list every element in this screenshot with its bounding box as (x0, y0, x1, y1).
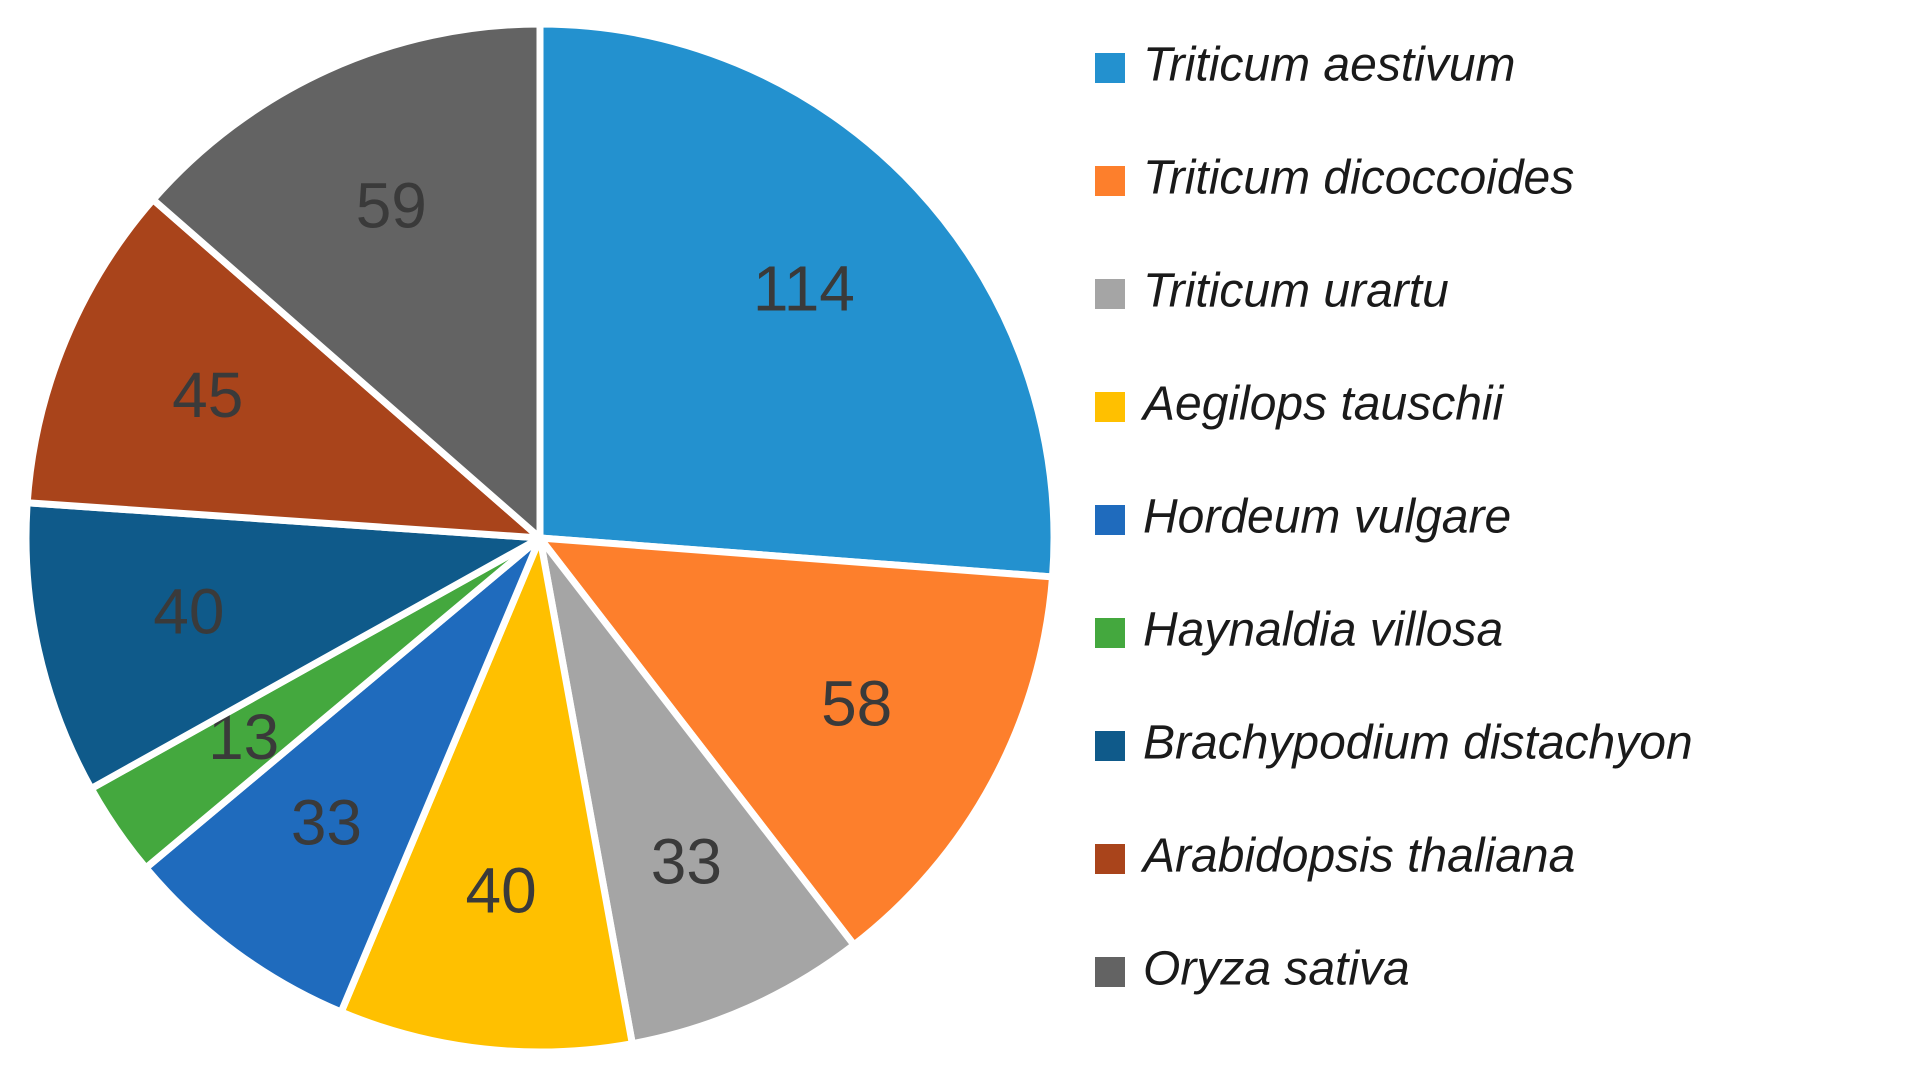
pie-slice (536, 534, 1057, 949)
pie-slice (536, 20, 1058, 581)
legend-swatch (1095, 53, 1125, 83)
pie-slice (22, 499, 544, 793)
data-label: 33 (651, 826, 722, 898)
legend-label: Oryza sativa (1143, 943, 1410, 996)
legend-swatch (1095, 957, 1125, 987)
legend-swatch (1095, 166, 1125, 196)
pie-slice (149, 20, 544, 542)
data-label: 45 (172, 359, 243, 431)
legend-swatch (1095, 731, 1125, 761)
legend-swatch (1095, 392, 1125, 422)
legend-swatch (1095, 844, 1125, 874)
data-label: 114 (753, 252, 855, 324)
legend-label: Aegilops tauschii (1140, 378, 1505, 431)
legend-label: Triticum urartu (1143, 265, 1449, 318)
legend-swatch (1095, 279, 1125, 309)
legend-swatch (1095, 618, 1125, 648)
data-label: 40 (466, 855, 537, 927)
data-label: 58 (821, 668, 892, 740)
data-label: 59 (356, 169, 427, 241)
legend-label: Haynaldia villosa (1143, 604, 1503, 657)
legend-label: Arabidopsis thaliana (1140, 830, 1575, 883)
legend-label: Triticum aestivum (1143, 39, 1516, 92)
legend-label: Hordeum vulgare (1143, 491, 1511, 544)
legend-label: Triticum dicoccoides (1143, 152, 1574, 205)
pie-slice (536, 534, 858, 1048)
pie-slice (337, 534, 636, 1056)
legend-label: Brachypodium distachyon (1143, 717, 1693, 770)
pie-slice (142, 534, 544, 1016)
data-label: 40 (153, 576, 224, 648)
legend-swatch (1095, 505, 1125, 535)
pie-slice (23, 196, 544, 542)
data-label: 33 (291, 786, 362, 858)
